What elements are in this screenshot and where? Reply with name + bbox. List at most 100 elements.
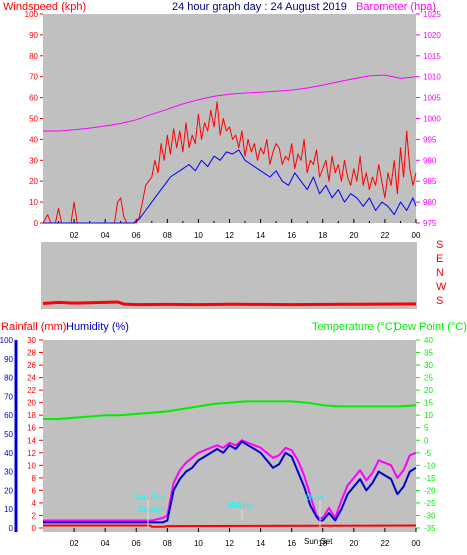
rainfall-tick-label: 12	[27, 449, 36, 458]
x-tick-label: 14	[256, 539, 265, 548]
direction-axis-label: S	[436, 295, 443, 307]
rainfall-line	[43, 524, 417, 528]
humidity-axis-title: Humidity (%)	[66, 321, 129, 333]
windspeed-tick-label: 0	[34, 219, 39, 228]
barometer-tick-label: 975	[423, 219, 437, 228]
temperature-tick-label: 30	[424, 361, 433, 370]
windspeed-tick-label: 100	[25, 10, 39, 19]
temperature-tick-label: -20	[424, 486, 436, 495]
barometer-tick-label: 995	[423, 135, 437, 144]
barometer-tick-label: 980	[423, 198, 437, 207]
x-tick-label: 18	[318, 539, 327, 548]
humidity-tick-label: 50	[4, 430, 13, 439]
temperature-tick-label: 35	[424, 349, 433, 358]
rainfall-tick-label: 2	[32, 511, 37, 520]
midday-label: Midday	[227, 501, 253, 510]
temperature-tick-label: -35	[424, 524, 436, 533]
direction-axis-label: E	[436, 253, 443, 265]
x-tick-label: 02	[70, 231, 79, 240]
barometer-tick-label: 990	[423, 156, 437, 165]
windspeed-tick-label: 60	[29, 94, 38, 103]
direction-axis-label: S	[436, 239, 443, 251]
wind-average-line	[43, 149, 417, 224]
direction-axis-label: W	[436, 281, 447, 293]
direction-series	[42, 300, 417, 307]
humidity-tick-label: 100	[0, 336, 14, 345]
daylight-label: Daylight	[138, 505, 168, 514]
barometer-line	[43, 74, 417, 132]
rainfall-tick-label: 4	[32, 499, 37, 508]
climate-series	[43, 400, 417, 528]
dewpoint-axis-title: Dew Point (°C)	[394, 321, 467, 333]
climate-plot-area	[43, 340, 416, 532]
humidity-line	[43, 440, 417, 524]
x-tick-label: 22	[380, 539, 389, 548]
x-tick-label: 00	[412, 539, 421, 548]
temperature-tick-label: -30	[424, 511, 436, 520]
barometer-tick-label: 1015	[423, 52, 441, 61]
x-tick-label: 08	[163, 231, 172, 240]
humidity-tick-label: 80	[4, 374, 13, 383]
barometer-axis-title: Barometer (hpa)	[356, 1, 436, 13]
windspeed-tick-label: 40	[29, 135, 38, 144]
rainfall-tick-label: 10	[27, 461, 36, 470]
rainfall-axis-title: Rainfall (mm)	[1, 321, 66, 333]
temperature-tick-label: -5	[424, 449, 432, 458]
dewpoint-line	[43, 439, 417, 522]
x-tick-label: 10	[194, 231, 203, 240]
humidity-tick-label: 60	[4, 411, 13, 420]
x-tick-label: 20	[349, 231, 358, 240]
temperature-tick-label: 0	[424, 436, 429, 445]
temperature-tick-label: -10	[424, 461, 436, 470]
barometer-tick-label: 1025	[423, 10, 441, 19]
x-tick-label: 06	[132, 539, 141, 548]
barometer-tick-label: 1000	[423, 115, 441, 124]
temperature-tick-label: -25	[424, 499, 436, 508]
direction-plot-area	[41, 242, 417, 309]
humidity-tick-label: 20	[4, 486, 13, 495]
windspeed-tick-label: 80	[29, 52, 38, 61]
windspeed-axis-title: Windspeed (kph)	[3, 1, 86, 13]
temperature-tick-label: 25	[424, 374, 433, 383]
climate-axes: 0102030405060708090100024681012141618202…	[0, 336, 436, 548]
windspeed-tick-label: 20	[29, 177, 38, 186]
temperature-tick-label: 10	[424, 411, 433, 420]
rainfall-tick-label: 24	[27, 374, 36, 383]
wind-axes: 0102030405060708090100975980985990995100…	[25, 10, 442, 240]
x-tick-label: 02	[70, 539, 79, 548]
rainfall-tick-label: 14	[27, 436, 36, 445]
windspeed-tick-label: 90	[29, 31, 38, 40]
sunset-label: Sun Set	[304, 537, 333, 546]
temperature-tick-label: 40	[424, 336, 433, 345]
windspeed-tick-label: 50	[29, 115, 38, 124]
x-tick-label: 12	[225, 539, 234, 548]
x-tick-label: 06	[132, 231, 141, 240]
humidity-tick-label: 40	[4, 449, 13, 458]
dusk-label: Dusk	[306, 493, 325, 502]
humidity-tick-label: 30	[4, 468, 13, 477]
x-tick-label: 20	[349, 539, 358, 548]
wind-plot-area	[43, 14, 416, 223]
windspeed-tick-label: 10	[29, 198, 38, 207]
rainfall-tick-label: 0	[32, 524, 37, 533]
wind-direction-line	[42, 300, 417, 307]
rainfall-tick-label: 26	[27, 361, 36, 370]
temperature-tick-label: -15	[424, 474, 436, 483]
rainfall-tick-label: 30	[27, 336, 36, 345]
direction-axis-label: N	[436, 267, 444, 279]
x-tick-label: 04	[101, 231, 110, 240]
rainfall-tick-label: 16	[27, 424, 36, 433]
windspeed-tick-label: 30	[29, 156, 38, 165]
barometer-tick-label: 1010	[423, 73, 441, 82]
x-tick-label: 12	[225, 231, 234, 240]
x-tick-label: 22	[380, 231, 389, 240]
humidity-tick-label: 0	[9, 524, 14, 533]
barometer-tick-label: 985	[423, 177, 437, 186]
humidity-tick-label: 10	[4, 505, 13, 514]
sunrise-label: Sun Rise	[134, 493, 167, 502]
temperature-line	[43, 400, 417, 420]
x-tick-label: 04	[101, 539, 110, 548]
